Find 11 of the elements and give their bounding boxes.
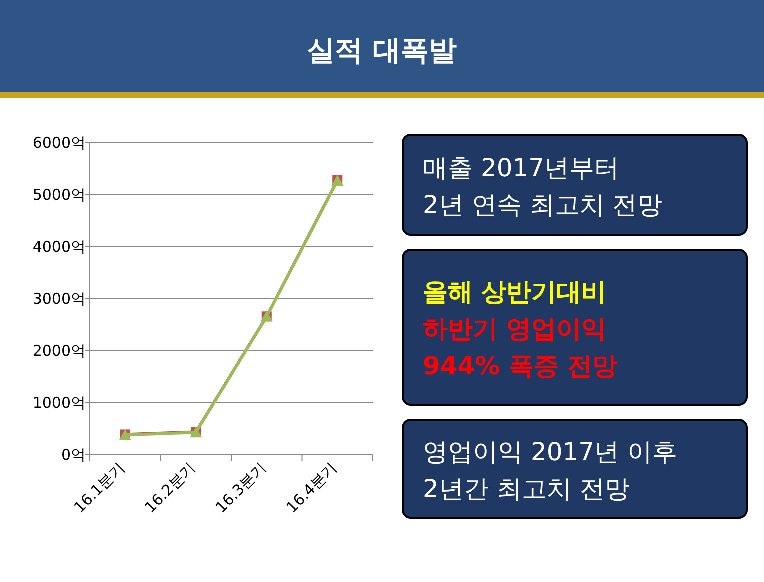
- text: 영업이익 2017년 이후 2년간 최고치 전망: [423, 438, 678, 504]
- y-tick-label: 5000억: [32, 186, 86, 204]
- text: 올해 상반기대비 하반기 영업이익 944% 폭증 전망: [423, 278, 618, 380]
- y-tick-label: 1000억: [32, 394, 86, 412]
- chart-title: 실적 대폭발: [307, 34, 457, 67]
- y-tick-label: 2000억: [32, 342, 86, 360]
- y-tick-label: 0억: [61, 446, 86, 464]
- y-tick-label: 6000억: [32, 134, 86, 152]
- y-tick-label: 4000억: [32, 238, 86, 256]
- text: 매출 2017년부터 2년 연속 최고치 전망: [423, 154, 663, 220]
- y-tick-label: 3000억: [32, 290, 86, 308]
